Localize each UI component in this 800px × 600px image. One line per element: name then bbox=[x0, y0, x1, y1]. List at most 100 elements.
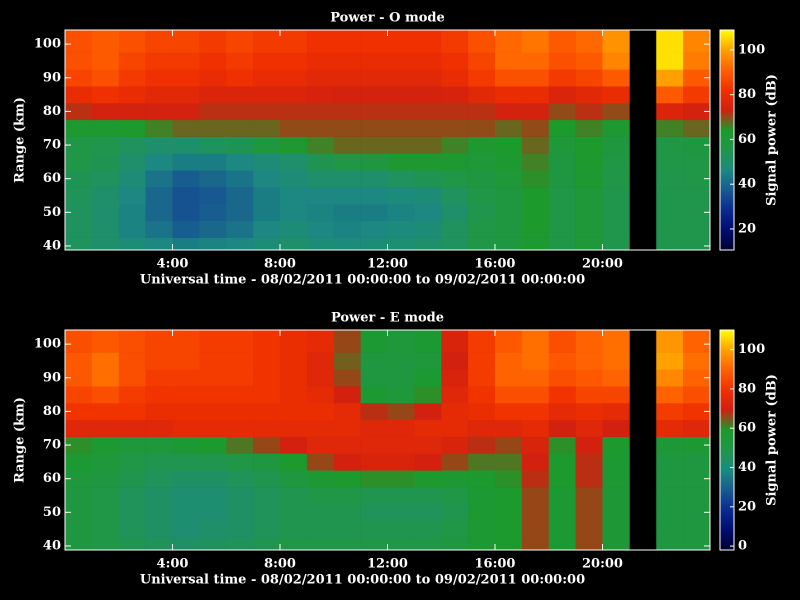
heatmap-cell bbox=[145, 402, 173, 421]
heatmap-cell bbox=[333, 436, 361, 454]
heatmap-cell bbox=[91, 453, 120, 471]
heatmap-cell bbox=[306, 102, 335, 121]
heatmap-cell bbox=[199, 470, 227, 488]
heatmap-cell bbox=[548, 220, 576, 238]
heatmap-cell bbox=[387, 52, 415, 70]
heatmap-cell bbox=[226, 330, 254, 337]
heatmap-cell bbox=[306, 35, 335, 53]
heatmap-cell bbox=[441, 335, 469, 353]
heatmap-cell bbox=[387, 369, 415, 387]
heatmap-cell bbox=[656, 35, 684, 53]
heatmap-cell bbox=[333, 119, 361, 137]
heatmap-cell bbox=[602, 369, 630, 387]
y-tick-label: 80 bbox=[43, 404, 61, 419]
heatmap-cell bbox=[548, 52, 576, 70]
heatmap-cell bbox=[468, 69, 496, 87]
heatmap-cell bbox=[548, 153, 576, 171]
heatmap-cell bbox=[199, 335, 227, 353]
heatmap-cell bbox=[280, 86, 308, 104]
heatmap-cell bbox=[333, 203, 361, 222]
heatmap-cell bbox=[548, 187, 576, 205]
heatmap-cell bbox=[280, 453, 308, 471]
heatmap-cell bbox=[468, 119, 496, 137]
heatmap-cell bbox=[683, 330, 710, 337]
heatmap-cell bbox=[656, 520, 684, 538]
heatmap-cell bbox=[360, 237, 388, 250]
heatmap-cell bbox=[65, 436, 93, 454]
heatmap-cell bbox=[414, 436, 442, 454]
heatmap-cell bbox=[145, 369, 173, 387]
heatmap-cell bbox=[683, 35, 710, 53]
heatmap-cell bbox=[387, 30, 415, 37]
heatmap-cell bbox=[226, 487, 254, 505]
heatmap-cell bbox=[360, 487, 388, 505]
heatmap-cell bbox=[683, 187, 710, 205]
heatmap-cell bbox=[468, 520, 496, 538]
heatmap-cell bbox=[306, 52, 335, 70]
heatmap-cell bbox=[521, 386, 550, 404]
heatmap-cell bbox=[65, 102, 93, 121]
heatmap-cell bbox=[333, 503, 361, 522]
heatmap-cell bbox=[91, 369, 120, 387]
heatmap-cell bbox=[548, 203, 576, 222]
heatmap-cell bbox=[387, 220, 415, 238]
heatmap-cell bbox=[521, 436, 550, 454]
heatmap-cell bbox=[441, 402, 469, 421]
heatmap-cell bbox=[280, 436, 308, 454]
heatmap-cell bbox=[602, 402, 630, 421]
heatmap-cell bbox=[602, 30, 630, 37]
heatmap-cell bbox=[118, 436, 146, 454]
heatmap-cell bbox=[468, 436, 496, 454]
heatmap-cell bbox=[333, 520, 361, 538]
heatmap-cell bbox=[602, 187, 630, 205]
heatmap-cell bbox=[683, 220, 710, 238]
heatmap-cell bbox=[441, 470, 469, 488]
heatmap-cell bbox=[602, 537, 630, 550]
chart-title: Power - E mode bbox=[331, 311, 444, 326]
colorbar-tick-label: 20 bbox=[738, 499, 756, 514]
heatmap-cell bbox=[548, 102, 576, 121]
heatmap-cell bbox=[656, 503, 684, 522]
heatmap-cell bbox=[199, 102, 227, 121]
heatmap-cell bbox=[387, 86, 415, 104]
heatmap-cell bbox=[333, 102, 361, 121]
heatmap-cell bbox=[91, 153, 120, 171]
heatmap-cell bbox=[656, 102, 684, 121]
colorbar-tick-label: 60 bbox=[738, 421, 756, 436]
heatmap-cell bbox=[656, 86, 684, 104]
heatmap-cell bbox=[145, 503, 173, 522]
heatmap-cell bbox=[65, 386, 93, 404]
heatmap-cell bbox=[333, 69, 361, 87]
heatmap-cell bbox=[575, 537, 603, 550]
y-axis-label: Range (km) bbox=[13, 97, 28, 183]
heatmap-cell bbox=[333, 537, 361, 550]
heatmap-cell bbox=[602, 503, 630, 522]
heatmap-cell bbox=[199, 30, 227, 37]
heatmap-cell bbox=[172, 203, 200, 222]
heatmap-cell bbox=[548, 330, 576, 337]
heatmap-cell bbox=[521, 369, 550, 387]
heatmap-cell bbox=[575, 69, 603, 87]
heatmap-cell bbox=[118, 453, 146, 471]
heatmap-cell bbox=[575, 470, 603, 488]
heatmap-cell bbox=[656, 220, 684, 238]
heatmap-cell bbox=[521, 153, 550, 171]
heatmap-cell bbox=[656, 30, 684, 37]
panel: Power - O mode Universal time - 08/02/201… bbox=[13, 11, 780, 288]
heatmap-cell bbox=[495, 436, 523, 454]
heatmap-cell bbox=[253, 153, 281, 171]
heatmap-cell bbox=[91, 102, 120, 121]
heatmap-cell bbox=[253, 386, 281, 404]
x-tick-label: 8:00 bbox=[264, 257, 296, 272]
heatmap-cell bbox=[91, 119, 120, 137]
heatmap-cell bbox=[683, 30, 710, 37]
heatmap-cell bbox=[495, 153, 523, 171]
heatmap-cell bbox=[333, 187, 361, 205]
heatmap-cell bbox=[521, 503, 550, 522]
heatmap-cell bbox=[253, 330, 281, 337]
x-tick-label: 16:00 bbox=[475, 557, 516, 572]
heatmap-cell bbox=[468, 52, 496, 70]
heatmap-cell bbox=[65, 330, 93, 337]
heatmap-cell bbox=[253, 35, 281, 53]
heatmap-cell bbox=[414, 102, 442, 121]
